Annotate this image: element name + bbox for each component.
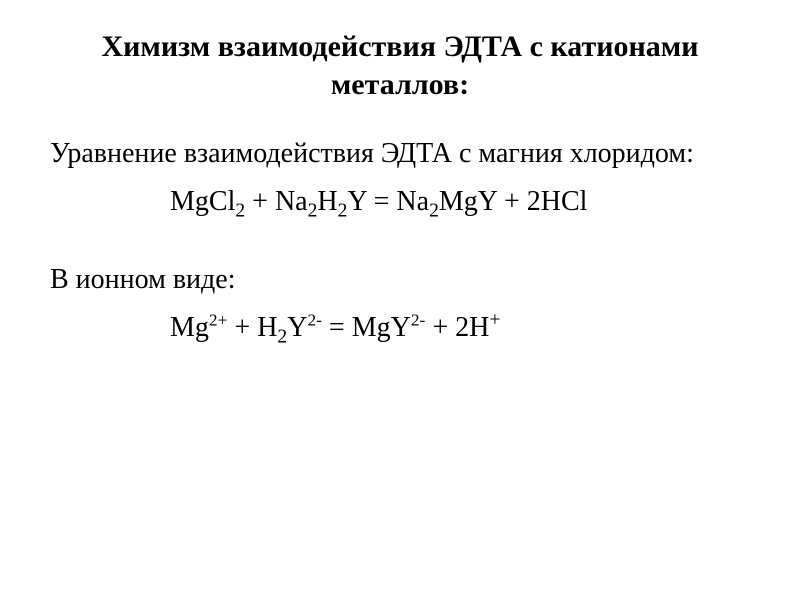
equation-ionic: Mg2+ + H2Y2- = MgY2- + 2H+ [50,307,750,349]
eq1-eq: = [367,186,397,217]
slide-body: Уравнение взаимодействия ЭДТА с магния х… [50,133,750,349]
intro-text: Уравнение взаимодействия ЭДТА с магния х… [50,133,750,175]
eq1-lhs-b-mid: H [317,186,337,217]
eq2-eq: = [322,312,352,343]
eq2-lhs-a: Mg [170,312,209,343]
eq2-plus1: + [227,312,257,343]
slide: Химизм взаимодействия ЭДТА с катионами м… [0,0,800,600]
eq2-lhs-b-sup: 2- [307,311,321,330]
equation-molecular: MgCl2 + Na2H2Y = Na2MgY + 2HCl [50,181,750,223]
eq2-rhs-a-sup: 2- [411,311,425,330]
slide-title: Химизм взаимодействия ЭДТА с катионами м… [90,28,710,103]
eq2-plus2: + [425,312,455,343]
eq1-rhs-a-tail: MgY [439,186,497,217]
eq1-lhs-b: Na [275,186,308,217]
eq2-lhs-a-sup: 2+ [209,311,227,330]
eq1-rhs-b: 2HCl [527,186,588,217]
eq1-lhs-a-sub: 2 [235,201,245,222]
ionic-label: В ионном виде: [50,259,750,301]
eq2-lhs-b: H [257,312,277,343]
eq1-rhs-a: Na [396,186,429,217]
eq1-lhs-b-sub1: 2 [308,201,318,222]
eq1-plus1: + [245,186,275,217]
intro-line: Уравнение взаимодействия ЭДТА с магния х… [50,138,694,169]
eq1-lhs-a: MgCl [170,186,235,217]
eq2-rhs-b: 2H [455,312,489,343]
eq2-rhs-a: MgY [352,312,411,343]
eq1-lhs-b-sub2: 2 [338,201,348,222]
eq1-lhs-b-tail: Y [347,186,366,217]
eq1-rhs-a-sub: 2 [429,201,439,222]
eq2-lhs-b-sub: 2 [277,327,287,348]
eq2-rhs-b-sup: + [489,310,500,331]
eq2-lhs-b-mid: Y [287,312,307,343]
eq1-plus2: + [497,186,527,217]
